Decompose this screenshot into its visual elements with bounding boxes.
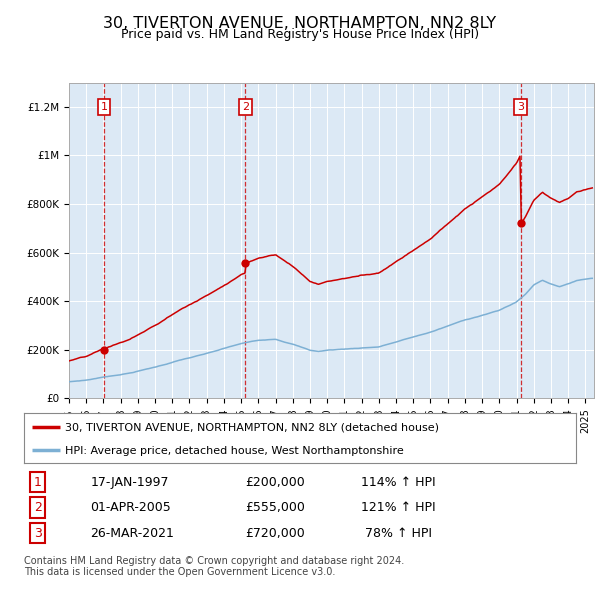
Text: Price paid vs. HM Land Registry's House Price Index (HPI): Price paid vs. HM Land Registry's House … bbox=[121, 28, 479, 41]
Text: £200,000: £200,000 bbox=[245, 476, 305, 489]
Text: 17-JAN-1997: 17-JAN-1997 bbox=[90, 476, 169, 489]
Text: 30, TIVERTON AVENUE, NORTHAMPTON, NN2 8LY: 30, TIVERTON AVENUE, NORTHAMPTON, NN2 8L… bbox=[103, 16, 497, 31]
Text: 1: 1 bbox=[101, 102, 107, 112]
Text: 3: 3 bbox=[34, 526, 42, 539]
Text: 01-APR-2005: 01-APR-2005 bbox=[90, 501, 171, 514]
Text: 114% ↑ HPI: 114% ↑ HPI bbox=[361, 476, 436, 489]
Text: 1: 1 bbox=[34, 476, 42, 489]
Text: 30, TIVERTON AVENUE, NORTHAMPTON, NN2 8LY (detached house): 30, TIVERTON AVENUE, NORTHAMPTON, NN2 8L… bbox=[65, 422, 439, 432]
Text: £555,000: £555,000 bbox=[245, 501, 305, 514]
Text: 78% ↑ HPI: 78% ↑ HPI bbox=[361, 526, 432, 539]
Text: 3: 3 bbox=[517, 102, 524, 112]
Text: 2: 2 bbox=[34, 501, 42, 514]
Text: 26-MAR-2021: 26-MAR-2021 bbox=[90, 526, 174, 539]
Text: 121% ↑ HPI: 121% ↑ HPI bbox=[361, 501, 436, 514]
Text: £720,000: £720,000 bbox=[245, 526, 305, 539]
Text: Contains HM Land Registry data © Crown copyright and database right 2024.
This d: Contains HM Land Registry data © Crown c… bbox=[24, 556, 404, 578]
Text: HPI: Average price, detached house, West Northamptonshire: HPI: Average price, detached house, West… bbox=[65, 445, 404, 455]
Text: 2: 2 bbox=[242, 102, 249, 112]
